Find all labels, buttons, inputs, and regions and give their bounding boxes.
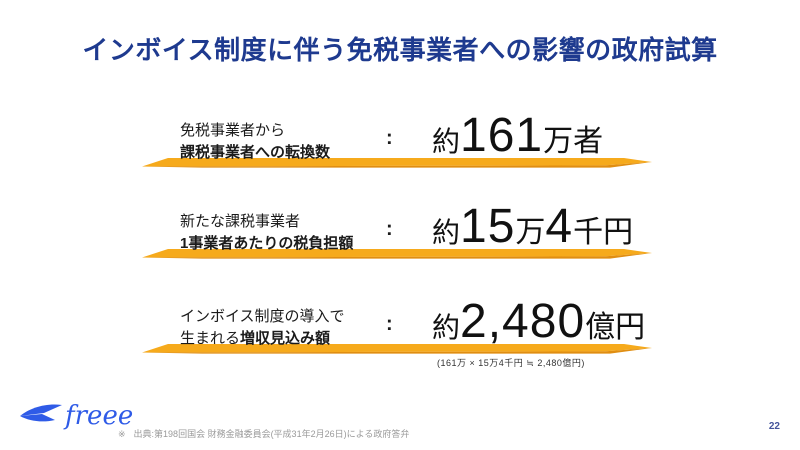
value-number: 15 xyxy=(460,200,516,253)
row-label-line1: 新たな課税事業者 xyxy=(180,213,301,230)
row-value: 約 15 万 4 千円 xyxy=(432,199,633,254)
value-approx: 約 xyxy=(432,217,461,248)
row-label: 免税事業者から 課税事業者への転換数 xyxy=(180,120,330,164)
row-label-line1: 免税事業者から xyxy=(180,122,286,139)
row-colon: : xyxy=(386,313,393,335)
value-approx: 約 xyxy=(432,126,461,157)
figure-row-revenue-gain: インボイス制度の導入で 生まれる増収見込み額 : 約 2,480 億円 (161… xyxy=(0,295,800,378)
row-label-line2-normal: 生まれる xyxy=(180,330,241,347)
logo-wordmark: freee xyxy=(65,401,134,431)
freee-logo: freee xyxy=(18,398,133,434)
row-label-line2-bold: 1事業者あたりの税負担額 xyxy=(180,235,354,252)
row-value: 約 161 万者 xyxy=(432,108,603,163)
value-unit-2: 千円 xyxy=(573,216,634,249)
row-value: 約 2,480 億円 xyxy=(432,294,645,349)
row-label-line1: インボイス制度の導入で xyxy=(180,308,345,325)
highlight-underline xyxy=(142,249,652,259)
row-label-line2-bold: 増収見込み額 xyxy=(240,330,331,347)
source-note-text: 出典:第198回国会 財務金融委員会(平成31年2月26日)による政府答弁 xyxy=(133,429,410,439)
figure-row-tax-burden: 新たな課税事業者 1事業者あたりの税負担額 : 約 15 万 4 千円 xyxy=(0,200,800,283)
row-label: 新たな課税事業者 1事業者あたりの税負担額 xyxy=(180,211,353,255)
row-calc-note: (161万 × 15万4千円 ≒ 2,480億円) xyxy=(437,358,585,368)
value-number: 2,480 xyxy=(460,295,586,348)
highlight-underline xyxy=(142,158,652,168)
figure-row-conversion: 免税事業者から 課税事業者への転換数 : 約 161 万者 xyxy=(0,109,800,192)
value-number-2: 4 xyxy=(545,200,574,253)
highlight-underline xyxy=(142,344,652,354)
value-unit: 万者 xyxy=(543,125,604,158)
row-colon: : xyxy=(386,127,393,149)
page-number: 22 xyxy=(768,421,780,432)
row-colon: : xyxy=(386,218,393,240)
value-unit: 万 xyxy=(515,216,546,249)
slide-title: インボイス制度に伴う免税事業者への影響の政府試算 xyxy=(82,35,718,65)
value-unit: 億円 xyxy=(585,311,646,344)
value-number: 161 xyxy=(460,109,544,162)
row-label: インボイス制度の導入で 生まれる増収見込み額 xyxy=(180,306,345,350)
swallow-icon xyxy=(20,404,62,422)
source-note-mark: ※ xyxy=(118,429,126,439)
row-label-line2-bold: 課税事業者への転換数 xyxy=(180,144,331,161)
source-note: ※ 出典:第198回国会 財務金融委員会(平成31年2月26日)による政府答弁 xyxy=(118,427,409,440)
value-approx: 約 xyxy=(432,312,461,343)
